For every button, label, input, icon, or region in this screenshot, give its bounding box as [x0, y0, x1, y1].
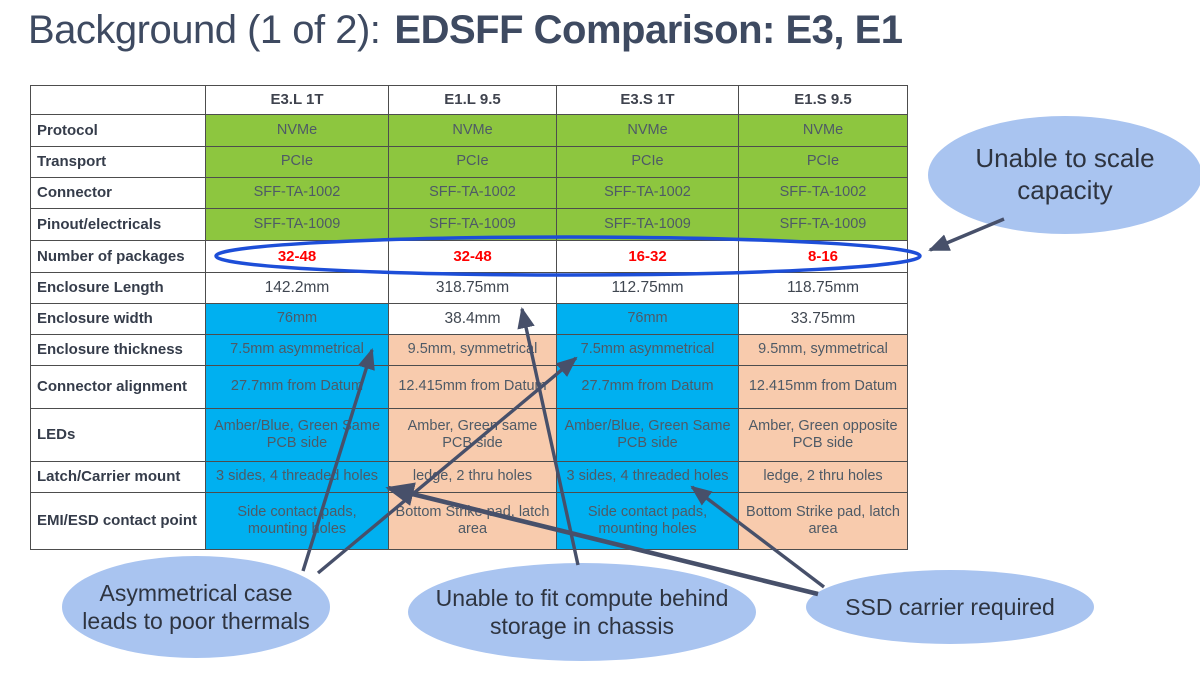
- table-cell: 27.7mm from Datum: [205, 365, 389, 409]
- table-cell: Amber/Blue, Green Same PCB side: [205, 408, 389, 462]
- table-cell: 3 sides, 4 threaded holes: [205, 461, 389, 493]
- callout-unable-to-fit-compute: Unable to fit compute behind storage in …: [408, 563, 756, 661]
- table-cell: SFF-TA-1009: [738, 208, 908, 241]
- table-cell: Amber, Green same PCB side: [388, 408, 557, 462]
- row-label: Enclosure width: [30, 303, 206, 335]
- table-row: Connector alignment 27.7mm from Datum 12.4…: [30, 365, 908, 409]
- row-label: LEDs: [30, 408, 206, 462]
- table-cell: Bottom Strike pad, latch area: [388, 492, 557, 550]
- row-label: Connector alignment: [30, 365, 206, 409]
- table-cell: SFF-TA-1009: [388, 208, 557, 241]
- comparison-table: E3.L 1T E1.L 9.5 E3.S 1T E1.S 9.5 Protocol N…: [30, 85, 908, 550]
- table-cell: PCIe: [388, 146, 557, 178]
- column-header: E3.L 1T: [205, 85, 389, 115]
- table-row: Enclosure thickness 7.5mm asymmetrical 9.5…: [30, 334, 908, 366]
- callout-unable-to-scale-capacity: Unable to scale capacity: [928, 116, 1200, 234]
- callout-text: SSD carrier required: [845, 593, 1055, 620]
- table-cell: SFF-TA-1009: [205, 208, 389, 241]
- table-row: Pinout/electricals SFF-TA-1009 SFF-TA-1009…: [30, 208, 908, 241]
- table-cell: NVMe: [388, 114, 557, 147]
- table-cell: 12.415mm from Datum: [388, 365, 557, 409]
- header-row: E3.L 1T E1.L 9.5 E3.S 1T E1.S 9.5: [30, 85, 908, 115]
- table-cell: SFF-TA-1009: [556, 208, 739, 241]
- callout-text: Unable to fit compute behind storage in …: [435, 584, 729, 639]
- table-cell: Bottom Strike pad, latch area: [738, 492, 908, 550]
- table-cell: 7.5mm asymmetrical: [556, 334, 739, 366]
- table-cell: 12.415mm from Datum: [738, 365, 908, 409]
- table-cell: NVMe: [205, 114, 389, 147]
- table-cell: SFF-TA-1002: [556, 177, 739, 209]
- column-header: E1.L 9.5: [388, 85, 557, 115]
- table-cell: Side contact pads, mounting holes: [205, 492, 389, 550]
- table-row: Latch/Carrier mount 3 sides, 4 threaded h…: [30, 461, 908, 493]
- table-cell: PCIe: [738, 146, 908, 178]
- callout-asymmetrical-case-thermals: Asymmetrical case leads to poor thermals: [62, 556, 330, 658]
- table-cell: ledge, 2 thru holes: [738, 461, 908, 493]
- table-row: LEDs Amber/Blue, Green Same PCB side Amber…: [30, 408, 908, 462]
- table-cell: 76mm: [205, 303, 389, 335]
- table-cell: Side contact pads, mounting holes: [556, 492, 739, 550]
- table-cell: 142.2mm: [205, 272, 389, 304]
- table-cell: Amber/Blue, Green Same PCB side: [556, 408, 739, 462]
- row-label: EMI/ESD contact point: [30, 492, 206, 550]
- row-label: Pinout/electricals: [30, 208, 206, 241]
- row-label: Number of packages: [30, 240, 206, 273]
- table-cell: SFF-TA-1002: [205, 177, 389, 209]
- table-cell: 9.5mm, symmetrical: [738, 334, 908, 366]
- title-prefix: Background (1 of 2):: [28, 8, 381, 52]
- table-cell: 76mm: [556, 303, 739, 335]
- table-cell: 33.75mm: [738, 303, 908, 335]
- callout-text: Asymmetrical case leads to poor thermals: [82, 579, 310, 634]
- table-row: Enclosure width 76mm 38.4mm 76mm 33.75mm: [30, 303, 908, 335]
- table-cell: PCIe: [556, 146, 739, 178]
- table-row: Transport PCIe PCIe PCIe PCIe: [30, 146, 908, 178]
- table-row: Enclosure Length 142.2mm 318.75mm 112.75mm 1…: [30, 272, 908, 304]
- table-cell: 318.75mm: [388, 272, 557, 304]
- row-label: Transport: [30, 146, 206, 178]
- table-cell: 118.75mm: [738, 272, 908, 304]
- table-row: Number of packages 32-48 32-48 16-32 8-16: [30, 240, 908, 273]
- table-row: Connector SFF-TA-1002 SFF-TA-1002 SFF-TA-10…: [30, 177, 908, 209]
- table-cell: 16-32: [556, 240, 739, 273]
- callout-ssd-carrier-required: SSD carrier required: [806, 570, 1094, 644]
- row-label: Enclosure Length: [30, 272, 206, 304]
- table-cell: PCIe: [205, 146, 389, 178]
- callout-text: Unable to scale capacity: [975, 143, 1155, 205]
- table-cell: 3 sides, 4 threaded holes: [556, 461, 739, 493]
- table-cell: SFF-TA-1002: [388, 177, 557, 209]
- row-label: Enclosure thickness: [30, 334, 206, 366]
- title-emphasis: EDSFF Comparison: E3, E1: [394, 8, 903, 52]
- table-cell: 32-48: [205, 240, 389, 273]
- table-cell: 7.5mm asymmetrical: [205, 334, 389, 366]
- row-label: Latch/Carrier mount: [30, 461, 206, 493]
- table-cell: 32-48: [388, 240, 557, 273]
- row-label: Connector: [30, 177, 206, 209]
- table-cell: 8-16: [738, 240, 908, 273]
- column-header: E1.S 9.5: [738, 85, 908, 115]
- page-title: Background (1 of 2): EDSFF Comparison: E3…: [28, 8, 903, 53]
- corner-cell: [30, 85, 206, 115]
- table-cell: 27.7mm from Datum: [556, 365, 739, 409]
- column-header: E3.S 1T: [556, 85, 739, 115]
- table-cell: 38.4mm: [388, 303, 557, 335]
- table-cell: 9.5mm, symmetrical: [388, 334, 557, 366]
- table-cell: Amber, Green opposite PCB side: [738, 408, 908, 462]
- table-cell: NVMe: [556, 114, 739, 147]
- table-cell: SFF-TA-1002: [738, 177, 908, 209]
- row-label: Protocol: [30, 114, 206, 147]
- table-cell: NVMe: [738, 114, 908, 147]
- table-cell: 112.75mm: [556, 272, 739, 304]
- table-cell: ledge, 2 thru holes: [388, 461, 557, 493]
- table-row: Protocol NVMe NVMe NVMe NVMe: [30, 114, 908, 147]
- table-row: EMI/ESD contact point Side contact pads, …: [30, 492, 908, 550]
